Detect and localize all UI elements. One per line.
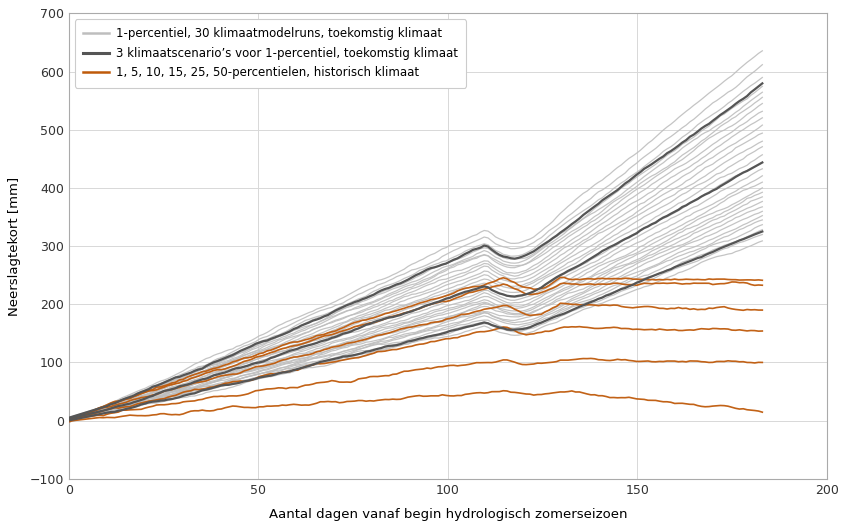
Y-axis label: Neerslagtekort [mm]: Neerslagtekort [mm] xyxy=(8,177,21,316)
X-axis label: Aantal dagen vanaf begin hydrologisch zomerseizoen: Aantal dagen vanaf begin hydrologisch zo… xyxy=(268,508,627,521)
Legend: 1-percentiel, 30 klimaatmodelruns, toekomstig klimaat, 3 klimaatscenario’s voor : 1-percentiel, 30 klimaatmodelruns, toeko… xyxy=(75,19,467,88)
